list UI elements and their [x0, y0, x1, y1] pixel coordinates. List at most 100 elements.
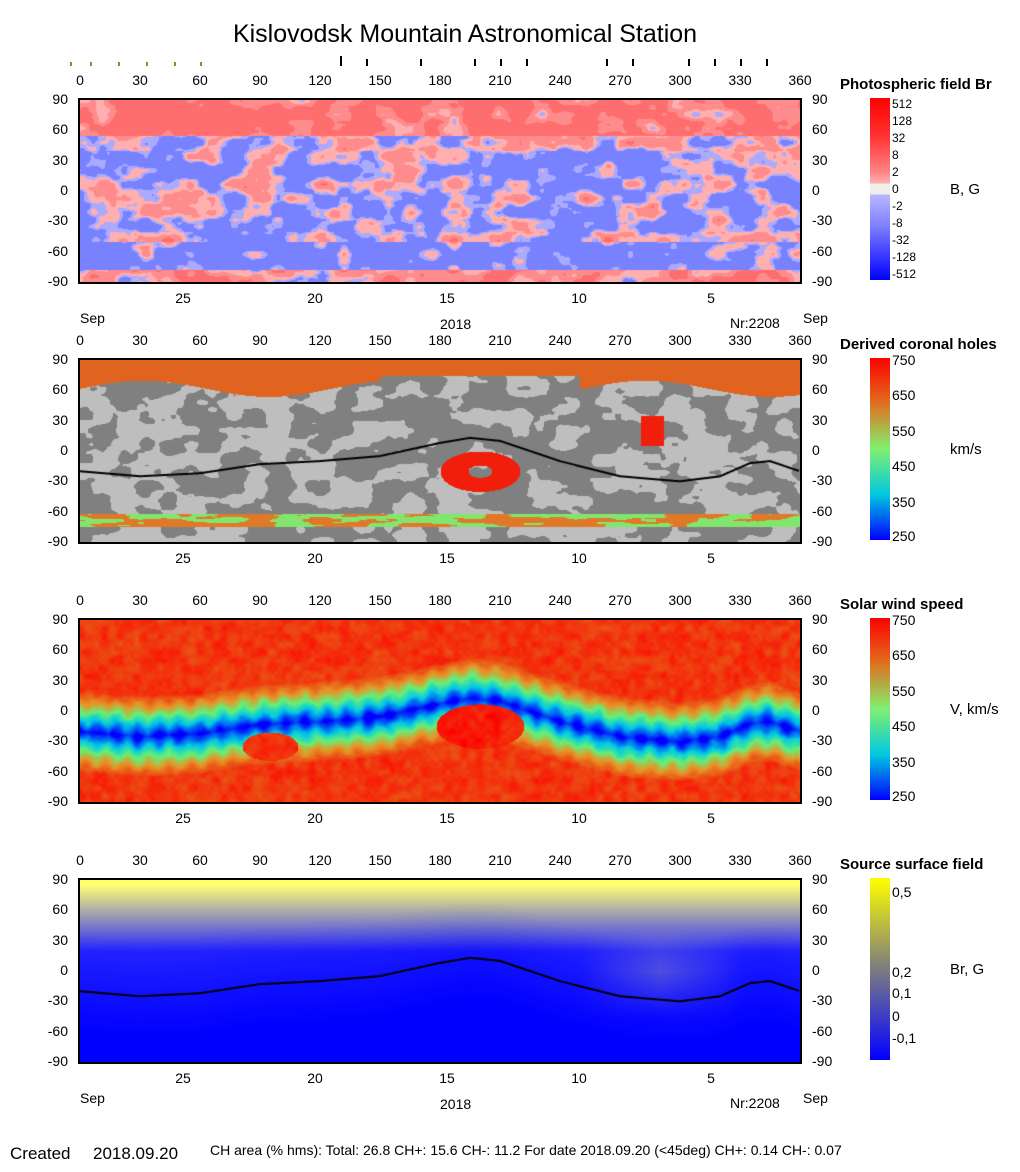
olive-marker	[146, 62, 148, 66]
olive-marker	[200, 62, 202, 66]
lat-tick-label: -90	[47, 273, 68, 289]
colorbar-tick-label: 0	[892, 182, 899, 196]
lat-tick-label-right: -30	[812, 992, 833, 1009]
lat-tick-label: 30	[52, 671, 68, 688]
lon-tick-label: 30	[132, 72, 148, 88]
lon-tick-label: 30	[132, 592, 148, 608]
lon-tick-label: 0	[76, 332, 84, 348]
lon-tick-label: 300	[668, 332, 692, 348]
black-marker	[740, 59, 742, 66]
black-marker	[474, 59, 476, 66]
lon-tick-label: 0	[76, 72, 84, 88]
colorbar-tick-label: 550	[892, 423, 916, 439]
lon-tick-label: 360	[788, 852, 812, 868]
lat-tick-label-right: 0	[812, 182, 820, 198]
lon-tick-label: 30	[132, 852, 148, 868]
lon-tick-label: 240	[548, 852, 572, 868]
colorbar-tick-label: 0,5	[892, 884, 912, 900]
date-tick-label: 25	[175, 550, 191, 566]
lon-tick-label: 330	[728, 72, 752, 88]
lon-tick-label: 30	[132, 332, 148, 348]
lat-tick-label-right: -90	[812, 533, 833, 549]
black-marker	[500, 59, 502, 66]
colorbar-unit-label: V, km/s	[950, 701, 999, 718]
map-panel-1	[78, 98, 802, 284]
colorbar-tick-label: 8	[892, 148, 899, 162]
olive-marker	[118, 62, 120, 66]
lat-tick-label: -60	[47, 242, 68, 259]
lat-tick-label-right: -60	[812, 762, 833, 779]
lon-tick-label: 120	[308, 852, 332, 868]
lat-tick-label: -30	[47, 992, 68, 1009]
lon-tick-label: 210	[488, 332, 512, 348]
black-marker	[714, 59, 716, 66]
colorbar-tick-label: 650	[892, 387, 916, 403]
panel-title: Solar wind speed	[840, 596, 964, 613]
lat-tick-label-right: 90	[812, 91, 828, 107]
lon-tick-label: 60	[192, 592, 208, 608]
colorbar-tick-label: 350	[892, 494, 916, 510]
colorbar-tick-label: 750	[892, 612, 916, 628]
lon-tick-label: 210	[488, 592, 512, 608]
black-marker	[340, 56, 342, 66]
lon-tick-label: 270	[608, 332, 632, 348]
date-tick-label: 10	[571, 290, 587, 306]
lat-tick-label: 0	[60, 702, 68, 718]
lat-tick-label: 0	[60, 962, 68, 978]
lat-tick-label-right: 30	[812, 151, 828, 168]
colorbar-tick-label: 450	[892, 718, 916, 734]
lat-tick-label: 90	[52, 871, 68, 887]
lat-tick-label: -60	[47, 1022, 68, 1039]
colorbar-tick-label: 250	[892, 788, 916, 804]
black-marker	[632, 59, 634, 66]
lat-tick-label-right: 90	[812, 871, 828, 887]
lat-tick-label-right: -60	[812, 1022, 833, 1039]
month-label: Sep	[80, 310, 105, 326]
lat-tick-label: 60	[52, 901, 68, 918]
lon-tick-label: 120	[308, 592, 332, 608]
lat-tick-label-right: 30	[812, 931, 828, 948]
lat-tick-label-right: 60	[812, 641, 828, 658]
date-tick-label: 20	[307, 810, 323, 826]
lat-tick-label: -90	[47, 793, 68, 809]
lon-tick-label: 210	[488, 72, 512, 88]
olive-marker	[70, 62, 72, 66]
lon-tick-label: 330	[728, 332, 752, 348]
colorbar-tick-label: 0,2	[892, 964, 912, 980]
lon-tick-label: 0	[76, 852, 84, 868]
olive-marker	[174, 62, 176, 66]
lon-tick-label: 210	[488, 852, 512, 868]
map-panel-2	[78, 358, 802, 544]
lat-tick-label-right: -30	[812, 472, 833, 489]
created-label: Created	[10, 1144, 71, 1163]
black-marker	[766, 59, 768, 66]
lat-tick-label: 0	[60, 182, 68, 198]
lon-tick-label: 300	[668, 592, 692, 608]
colorbar	[870, 878, 890, 1060]
lat-tick-label-right: 30	[812, 671, 828, 688]
lon-tick-label: 120	[308, 332, 332, 348]
date-tick-label: 20	[307, 1070, 323, 1086]
lat-tick-label: -90	[47, 1053, 68, 1069]
lat-tick-label-right: 60	[812, 901, 828, 918]
date-tick-label: 10	[571, 810, 587, 826]
lat-tick-label-right: -60	[812, 502, 833, 519]
lat-tick-label-right: 30	[812, 411, 828, 428]
lat-tick-label-right: -90	[812, 1053, 833, 1069]
lat-tick-label-right: -60	[812, 242, 833, 259]
lon-tick-label: 90	[252, 332, 268, 348]
lat-tick-label-right: -90	[812, 273, 833, 289]
date-tick-label: 15	[439, 810, 455, 826]
colorbar	[870, 98, 890, 280]
black-marker	[366, 59, 368, 66]
lat-tick-label: 30	[52, 411, 68, 428]
lon-tick-label: 240	[548, 332, 572, 348]
lat-tick-label: 90	[52, 351, 68, 367]
colorbar	[870, 618, 890, 800]
date-tick-label: 10	[571, 550, 587, 566]
lon-tick-label: 270	[608, 72, 632, 88]
colorbar-tick-label: 128	[892, 114, 913, 128]
colorbar-tick-label: -512	[892, 267, 917, 281]
date-tick-label: 25	[175, 290, 191, 306]
ch-area-stats: CH area (% hms): Total: 26.8 CH+: 15.6 C…	[210, 1142, 842, 1158]
